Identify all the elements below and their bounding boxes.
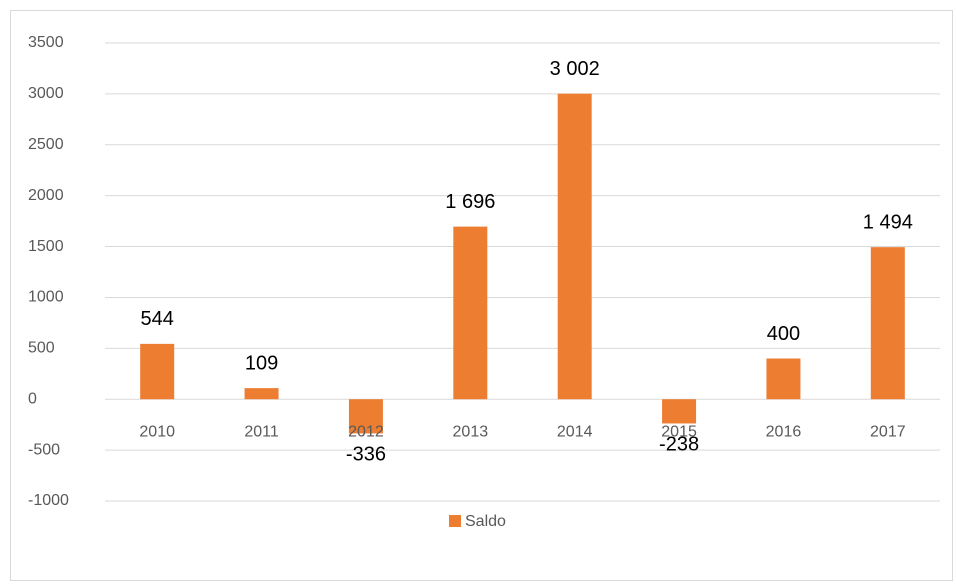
x-tick-label: 2011 [244, 423, 279, 440]
data-label: 109 [245, 352, 278, 374]
y-tick-label: 3000 [28, 85, 64, 102]
x-tick-label: 2014 [557, 423, 593, 440]
bar [870, 247, 905, 400]
legend-label: Saldo [465, 513, 506, 530]
bar [453, 226, 488, 400]
data-label: -238 [659, 434, 699, 456]
y-tick-label: 2000 [28, 187, 64, 204]
y-tick-label: 0 [28, 390, 37, 407]
x-tick-label: 2017 [870, 423, 906, 440]
y-tick-label: 1500 [28, 238, 64, 255]
y-tick-label: 2500 [28, 136, 64, 153]
data-label: 3 002 [550, 58, 600, 80]
bar [348, 399, 383, 434]
legend-swatch [449, 515, 461, 527]
y-tick-label: -500 [28, 441, 60, 458]
x-tick-label: 2015 [661, 423, 697, 440]
bar [662, 399, 697, 424]
y-tick-label: 500 [28, 340, 55, 357]
data-label: 544 [141, 308, 174, 330]
x-tick-label: 2012 [348, 423, 384, 440]
bar [557, 93, 592, 400]
data-label: 400 [767, 323, 800, 345]
x-tick-label: 2010 [139, 423, 175, 440]
y-tick-label: 3500 [28, 34, 64, 51]
x-tick-label: 2016 [766, 423, 802, 440]
bar [244, 388, 279, 400]
x-tick-label: 2013 [453, 423, 489, 440]
bar [766, 358, 801, 400]
data-label: 1 494 [863, 211, 913, 233]
y-tick-label: -1000 [28, 492, 69, 509]
y-tick-label: 1000 [28, 289, 64, 306]
data-label: -336 [346, 444, 386, 466]
data-label: 1 696 [445, 191, 495, 213]
bar [140, 343, 175, 400]
